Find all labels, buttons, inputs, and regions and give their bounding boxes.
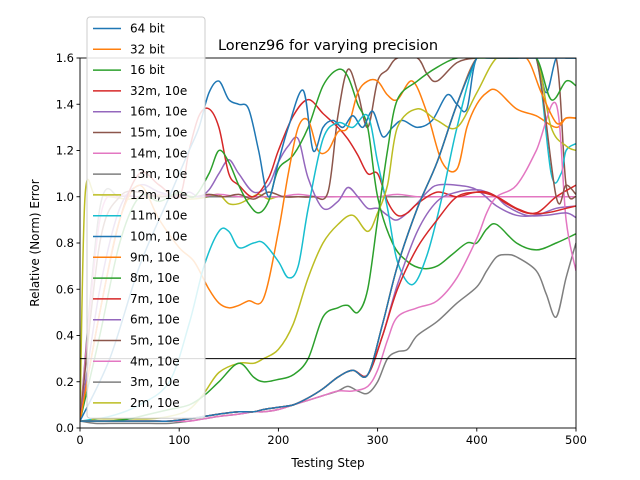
legend: 64 bit 32 bit 16 bit 32m, 10e 16m, 10e 15m, 1… [86,16,206,419]
x-axis-label: Testing Step [290,456,364,470]
x-tick-label: 400 [466,433,488,447]
legend-label: 4m, 10e [130,354,180,368]
legend-label: 12m, 10e [130,188,187,202]
x-tick-label: 300 [367,433,389,447]
legend-label: 14m, 10e [130,146,187,160]
legend-label: 64 bit [130,22,165,36]
y-tick-label: 0.8 [56,236,74,250]
y-tick-label: 0.0 [56,421,74,435]
legend-label: 6m, 10e [130,313,180,327]
legend-label: 9m, 10e [130,250,180,264]
legend-label: 8m, 10e [130,271,180,285]
legend-label: 7m, 10e [130,292,180,306]
y-tick-label: 1.6 [56,51,74,65]
legend-label: 10m, 10e [130,230,187,244]
legend-label: 15m, 10e [130,126,187,140]
series-line-11 [80,58,576,422]
legend-label: 5m, 10e [130,334,180,348]
y-tick-label: 0.4 [56,329,74,343]
legend-label: 13m, 10e [130,167,187,181]
legend-box [86,16,206,419]
y-tick-label: 1.2 [56,144,74,158]
legend-label: 32m, 10e [130,84,187,98]
y-tick-label: 0.2 [56,375,74,389]
legend-label: 32 bit [130,42,165,56]
chart-title: Lorenz96 for varying precision [218,38,438,54]
y-axis-ticks: 0.0 0.2 0.4 0.6 0.8 1.0 1.2 1.4 1.6 [56,51,80,435]
x-tick-label: 0 [76,433,83,447]
y-tick-label: 0.6 [56,282,74,296]
x-tick-label: 200 [267,433,289,447]
legend-label: 3m, 10e [130,375,180,389]
series-line-1 [80,58,576,422]
x-axis-ticks: 0 100 200 300 400 500 [76,428,587,447]
y-tick-label: 1.0 [56,190,74,204]
legend-label: 2m, 10e [130,396,180,410]
x-tick-label: 500 [565,433,587,447]
y-axis-label: Relative (Norm) Error [28,179,42,306]
legend-label: 16 bit [130,63,165,77]
x-tick-label: 100 [168,433,190,447]
legend-label: 11m, 10e [130,209,187,223]
legend-label: 16m, 10e [130,105,187,119]
series-line-10 [80,58,576,422]
y-tick-label: 1.4 [56,97,74,111]
